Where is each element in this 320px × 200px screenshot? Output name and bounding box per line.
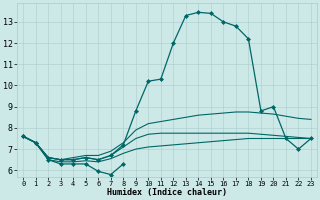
X-axis label: Humidex (Indice chaleur): Humidex (Indice chaleur) (107, 188, 227, 197)
